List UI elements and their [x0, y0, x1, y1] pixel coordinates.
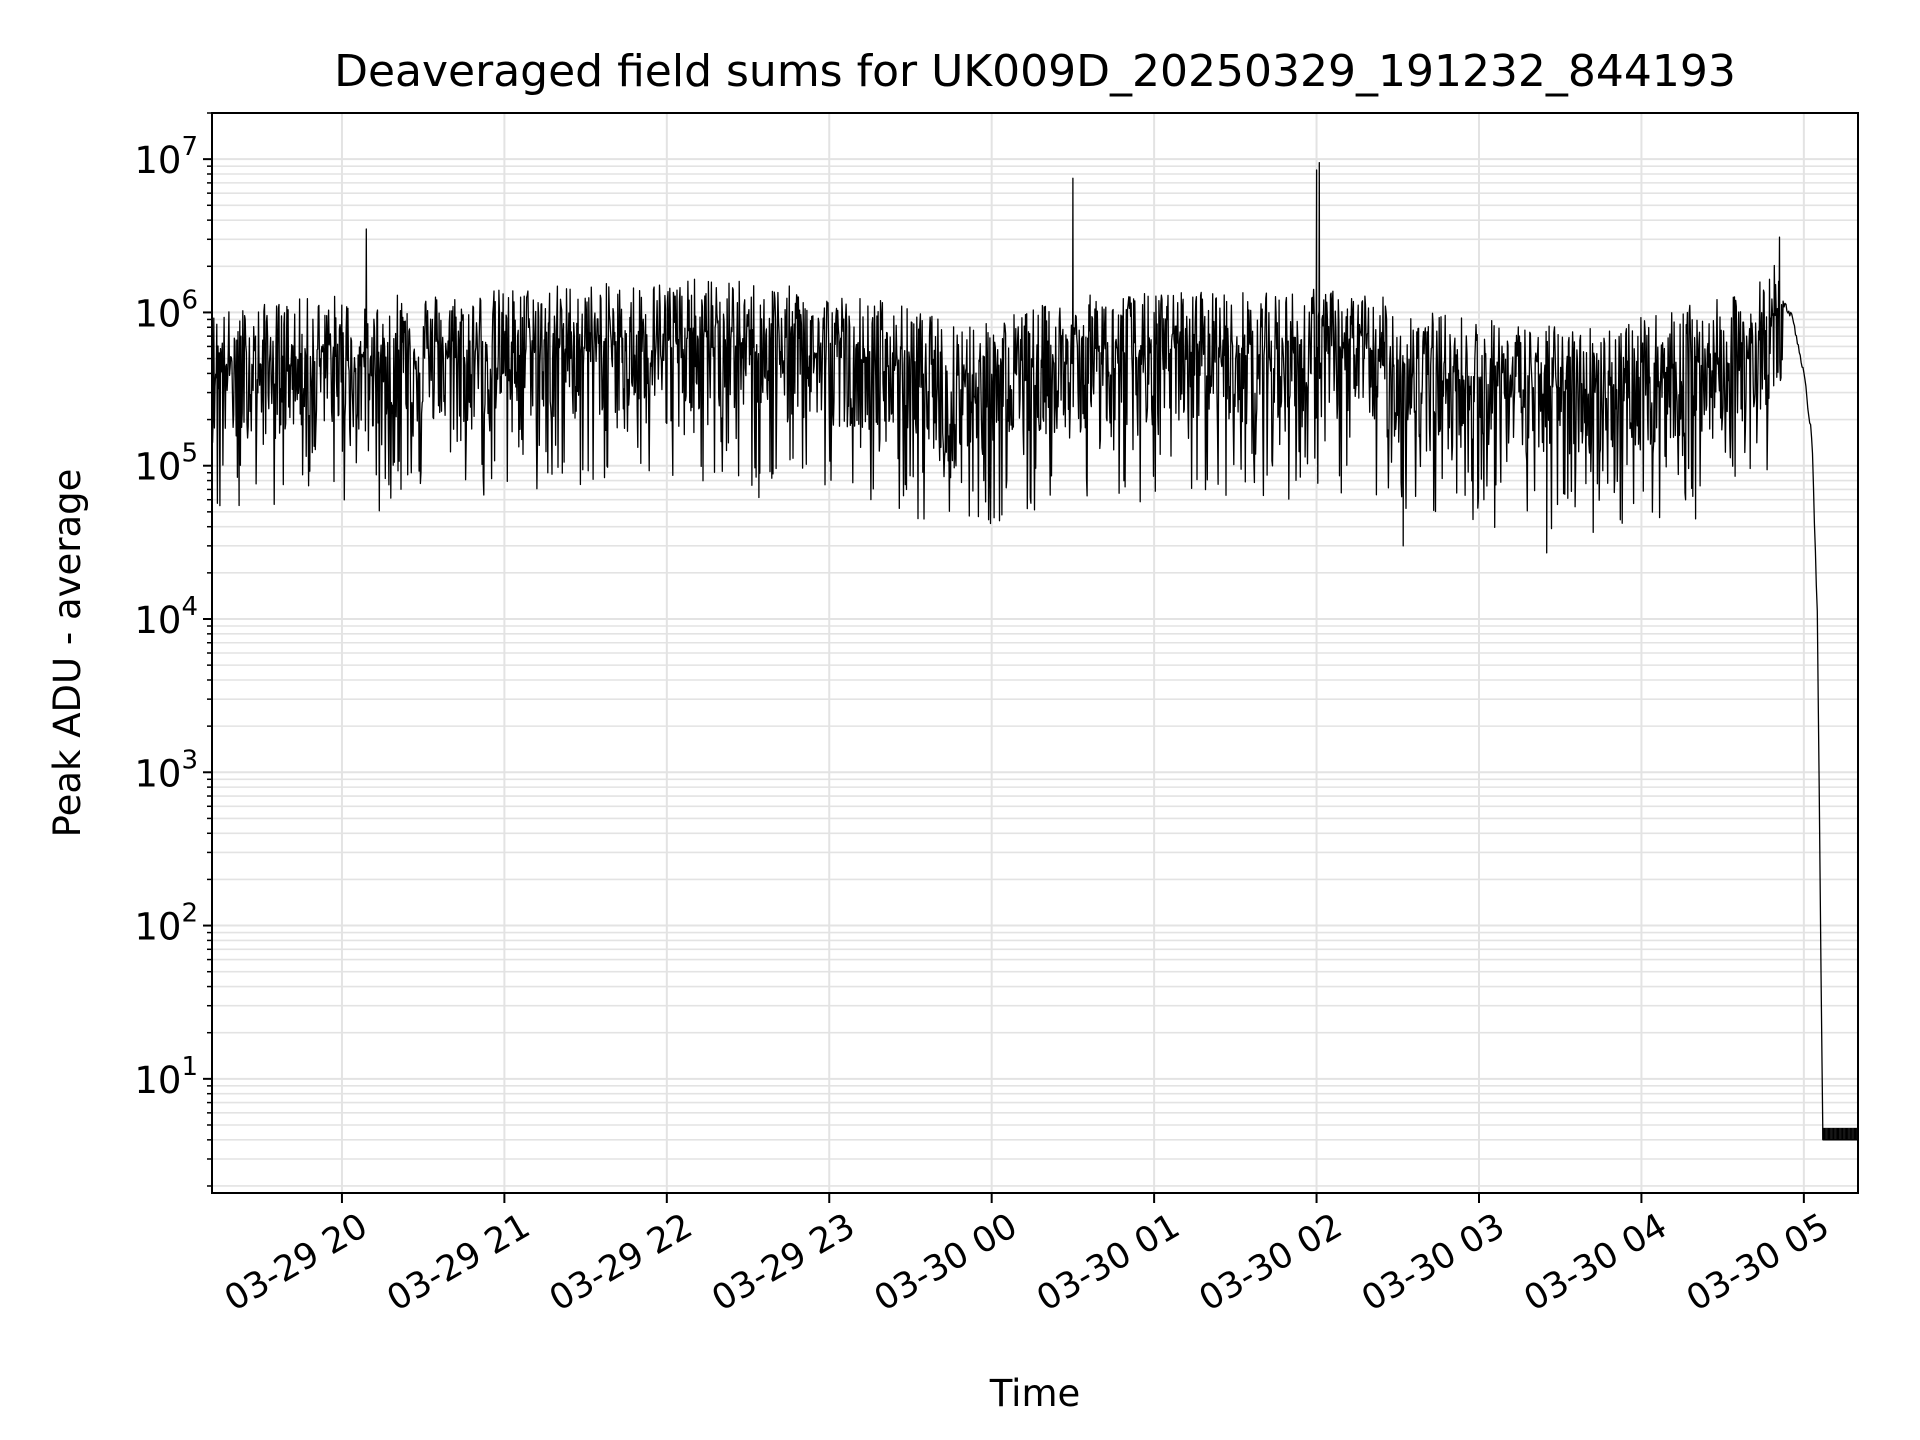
y-tick-label: 105: [134, 439, 198, 489]
y-tick-label: 107: [134, 132, 198, 182]
y-tick-label: 106: [134, 285, 198, 335]
y-tick-label: 102: [134, 899, 198, 949]
series-line: [211, 161, 1858, 1141]
y-tick-label: 103: [134, 745, 198, 795]
x-axis-label: Time: [989, 1372, 1081, 1415]
grid: [212, 112, 1858, 1193]
y-tick-label: 104: [134, 592, 198, 642]
chart-title: Deaveraged field sums for UK009D_2025032…: [334, 46, 1736, 97]
y-tick-label: 101: [134, 1052, 198, 1102]
y-axis-label: Peak ADU - average: [46, 469, 89, 838]
